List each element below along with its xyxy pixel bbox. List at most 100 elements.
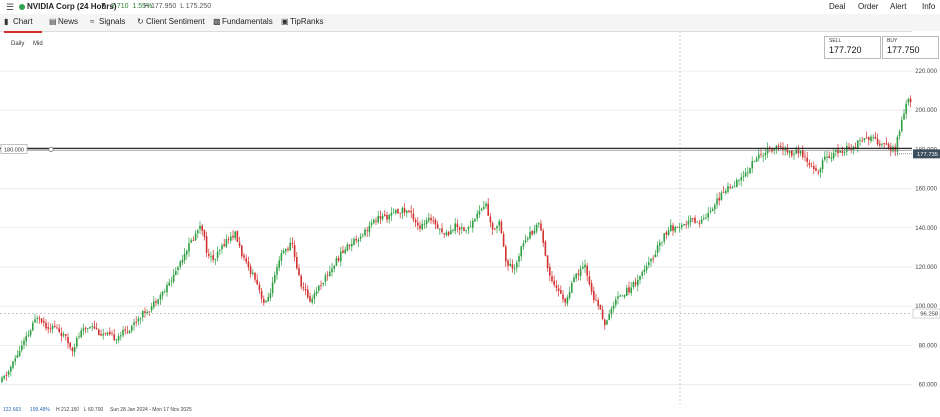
candle-body [58,328,60,332]
candle-body [883,143,885,145]
candle-body [841,150,844,153]
candle-body [502,233,505,247]
candle-body [692,218,694,219]
candle-body [623,295,626,297]
period-mid[interactable]: Mid [33,41,43,47]
candle-body [131,326,133,331]
candle-body [830,157,833,159]
candle-body [751,161,753,169]
candle-body [164,291,166,293]
candle-body [428,217,430,221]
period-daily[interactable]: Daily [11,41,25,47]
candle-body [872,136,874,138]
candle-body [870,136,872,142]
candle-body [80,330,82,338]
candle-body [256,279,258,285]
top-bar: ☰ NVIDIA Corp (24 Hours) ▼ 2.710 1.55% H… [0,0,940,14]
candle-body [432,220,434,222]
tab-tipranks[interactable]: ▣TipRanks [281,17,324,26]
candle-body [881,144,883,146]
alert-button[interactable]: Alert [890,2,907,11]
candle-body [227,239,230,241]
candle-body [197,230,199,234]
candle-body [496,226,498,229]
candle-body [722,191,725,193]
candle-body [905,103,907,114]
tab-fundamentals[interactable]: ▩Fundamentals [213,17,273,26]
instrument-name[interactable]: NVIDIA Corp (24 Hours) [27,2,117,11]
candle-body [186,250,188,255]
candle-body [586,265,588,276]
buy-price: 177.750 [887,45,920,55]
candle-body [60,333,63,337]
sell-button[interactable]: SELL 177.720 [824,36,881,59]
buy-button[interactable]: BUY 177.750 [882,36,939,59]
tab-signals[interactable]: ≈ Signals [90,17,126,26]
candle-body [672,225,674,231]
candle-body [192,240,195,241]
candle-body [507,260,509,266]
candle-body [562,294,564,300]
reference-line-label: 96.258 [920,312,938,318]
candle-body [403,208,406,213]
candle-body [386,214,388,220]
candle-body [278,260,280,268]
candle-body [236,230,239,242]
candle-body [480,208,483,211]
tab-bar: ▮ Chart ▤News ≈ Signals ↻ Client Sentiment … [0,14,940,33]
candle-body [370,222,373,225]
candle-body [340,251,342,262]
y-tick-label: 80.000 [919,343,938,349]
candle-body [445,232,448,236]
y-tick-label: 200.000 [915,108,937,114]
chevron-down-icon[interactable]: ▼ [100,2,107,9]
candle-body [584,264,586,268]
deal-button[interactable]: Deal [829,2,846,11]
candle-body [93,326,96,329]
candle-body [56,327,58,329]
candle-body [472,220,474,228]
candle-body [408,210,410,212]
candle-body [729,186,731,188]
candle-body [898,131,901,137]
candle-body [461,227,463,229]
candle-body [309,296,311,302]
candle-body [868,137,870,140]
candle-body [696,221,698,223]
info-button[interactable]: Info [922,2,936,11]
candle-body [890,146,892,152]
candle-body [606,320,608,325]
candle-body [392,212,395,214]
candle-body [269,293,272,298]
candle-body [124,329,126,331]
candle-body [133,322,135,326]
candle-body [388,214,390,220]
price-chart[interactable]: 180.000220.000200.000180.000160.000140.0… [0,31,940,407]
candle-body [571,282,573,293]
candle-body [230,236,232,241]
order-button[interactable]: Order [858,2,879,11]
y-tick-label: 140.000 [915,226,937,232]
tab-client-sentiment[interactable]: ↻ Client Sentiment [137,17,205,26]
candle-body [181,259,184,263]
candle-body [780,146,782,147]
candle-body [144,311,146,314]
candle-body [628,287,630,293]
tab-news[interactable]: ▤News [49,17,79,26]
candle-body [201,225,203,231]
tab-chart[interactable]: ▮ Chart [4,17,42,33]
reference-line-tag [912,308,940,319]
candle-body [619,295,621,297]
candle-body [896,137,899,152]
candle-body [533,230,536,234]
candle-body [516,262,518,268]
candle-body [703,218,705,220]
candle-body [824,156,826,160]
candle-body [153,301,155,308]
candle-body [258,284,261,291]
candle-body [685,224,687,226]
candle-body [344,249,346,254]
candle-body [542,230,544,243]
candle-body [243,255,245,258]
hamburger-icon[interactable]: ☰ [6,2,15,12]
